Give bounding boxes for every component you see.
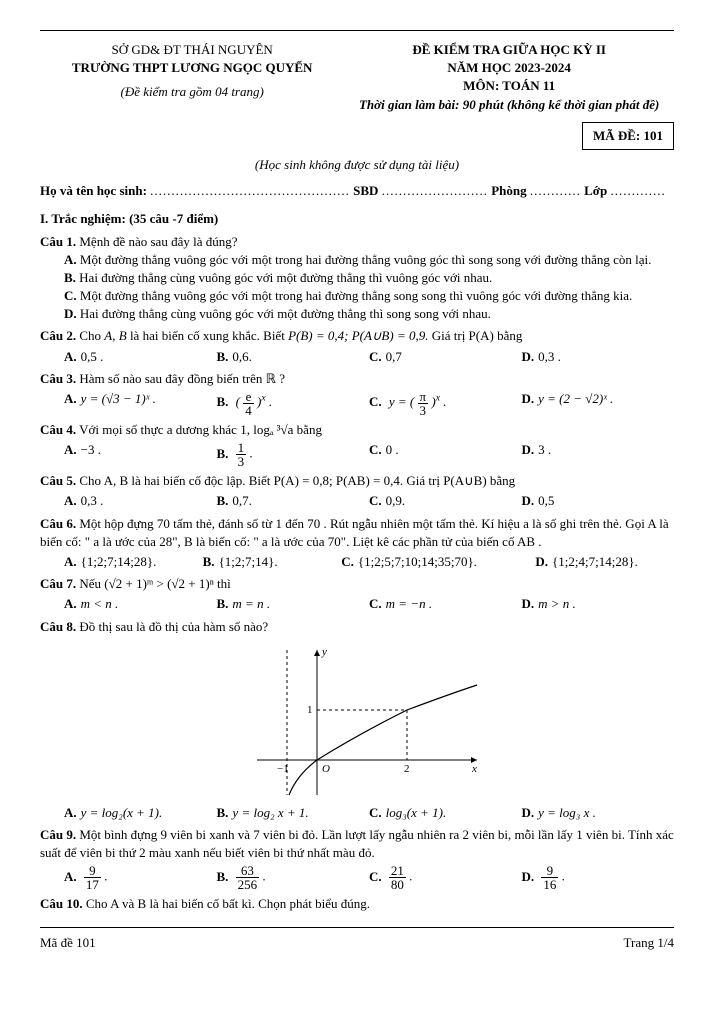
sbd-label: SBD — [353, 183, 378, 198]
q3-text: Hàm số nào sau đây đồng biến trên ℝ ? — [79, 371, 285, 386]
q4-label: Câu 4. — [40, 422, 76, 437]
q6-label: Câu 6. — [40, 516, 76, 531]
q1-optB: B. Hai đường thẳng cùng vuông góc với mộ… — [64, 269, 674, 287]
q1-optD: D. Hai đường thẳng cùng vuông góc với mộ… — [64, 305, 674, 323]
header-block: SỞ GD& ĐT THÁI NGUYÊN TRƯỜNG THPT LƯƠNG … — [40, 41, 674, 114]
dept-line: SỞ GD& ĐT THÁI NGUYÊN — [40, 41, 344, 59]
question-10: Câu 10. Cho A và B là hai biến cố bất kì… — [40, 895, 674, 913]
header-right: ĐỀ KIỂM TRA GIỮA HỌC KỲ II NĂM HỌC 2023-… — [344, 41, 674, 114]
footer-page: Trang 1/4 — [624, 934, 674, 952]
q1-optA: A. Một đường thẳng vuông góc với một tro… — [64, 251, 674, 269]
exam-code-box: MÃ ĐỀ: 101 — [582, 122, 674, 150]
question-6: Câu 6. Một hộp đựng 70 tấm thẻ, đánh số … — [40, 515, 674, 551]
q2-label: Câu 2. — [40, 328, 76, 343]
footer: Mã đề 101 Trang 1/4 — [40, 934, 674, 952]
q8-graph: y x O −1 2 1 — [227, 640, 487, 800]
question-4: Câu 4. Với mọi số thực a dương khác 1, l… — [40, 421, 674, 439]
room-label: Phòng — [491, 183, 526, 198]
pages-note: (Đề kiểm tra gồm 04 trang) — [40, 83, 344, 101]
question-5: Câu 5. Cho A, B là hai biến cố độc lập. … — [40, 472, 674, 490]
q8-label: Câu 8. — [40, 619, 76, 634]
svg-text:1: 1 — [307, 704, 313, 716]
sbd-dots: ......................... — [382, 183, 488, 198]
q7-label: Câu 7. — [40, 576, 76, 591]
student-info-line: Họ và tên học sinh: ....................… — [40, 182, 674, 200]
question-8: Câu 8. Đồ thị sau là đồ thị của hàm số n… — [40, 618, 674, 636]
q10-label: Câu 10. — [40, 896, 83, 911]
question-3: Câu 3. Hàm số nào sau đây đồng biến trên… — [40, 370, 674, 388]
question-9: Câu 9. Một bình đựng 9 viên bi xanh và 7… — [40, 826, 674, 862]
q3-label: Câu 3. — [40, 371, 76, 386]
q5-options: A.0,3 . B.0,7. C.0,9. D.0,5 — [64, 492, 674, 510]
q2-options: A.0,5 . B.0,6. C.0,7 D.0,3 . — [64, 348, 674, 366]
q1-optC: C. Một đường thẳng vuông góc với một tro… — [64, 287, 674, 305]
duration: Thời gian làm bài: 90 phút (không kể thờ… — [344, 96, 674, 114]
school-year: NĂM HỌC 2023-2024 — [344, 59, 674, 77]
svg-text:O: O — [322, 763, 330, 775]
q9-text: Một bình đựng 9 viên bi xanh và 7 viên b… — [40, 827, 674, 860]
q8-text: Đồ thị sau là đồ thị của hàm số nào? — [79, 619, 268, 634]
q7-options: A.m < n . B.m = n . C.m = −n . D.m > n . — [64, 595, 674, 613]
subject: MÔN: TOÁN 11 — [344, 77, 674, 95]
q10-text: Cho A và B là hai biến cố bất kì. Chọn p… — [86, 896, 370, 911]
school-name: TRƯỜNG THPT LƯƠNG NGỌC QUYẾN — [40, 59, 344, 77]
name-label: Họ và tên học sinh: — [40, 183, 147, 198]
footer-code: Mã đề 101 — [40, 934, 96, 952]
question-7: Câu 7. Nếu (√2 + 1)ᵐ > (√2 + 1)ⁿ thì — [40, 575, 674, 593]
q9-label: Câu 9. — [40, 827, 76, 842]
header-left: SỞ GD& ĐT THÁI NGUYÊN TRƯỜNG THPT LƯƠNG … — [40, 41, 344, 114]
q4-text: Với mọi số thực a dương khác 1, logₐ ³√a… — [79, 422, 322, 437]
svg-text:2: 2 — [404, 763, 410, 775]
exam-title: ĐỀ KIỂM TRA GIỮA HỌC KỲ II — [344, 41, 674, 59]
section-1-title: I. Trắc nghiệm: (35 câu -7 điểm) — [40, 210, 674, 228]
room-dots: ............ — [530, 183, 581, 198]
q4-options: A.−3 . B. 13 . C.0 . D.3 . — [64, 441, 674, 468]
q1-label: Câu 1. — [40, 234, 76, 249]
q9-options: A. 917 . B. 63256 . C. 2180 . D. 916 . — [64, 864, 674, 891]
question-2: Câu 2. Cho A, B là hai biến cố xung khắc… — [40, 327, 674, 345]
name-dots: ........................................… — [150, 183, 350, 198]
q5-label: Câu 5. — [40, 473, 76, 488]
q1-text: Mệnh đề nào sau đây là đúng? — [79, 234, 237, 249]
bottom-rule — [40, 927, 674, 928]
q5-text: Cho A, B là hai biến cố độc lập. Biết P(… — [79, 473, 515, 488]
class-dots: ............. — [610, 183, 665, 198]
q6-options: A.{1;2;7;14;28}. B.{1;2;7;14}. C.{1;2;5;… — [64, 553, 674, 571]
svg-text:x: x — [471, 763, 477, 775]
q6-text: Một hộp đựng 70 tấm thẻ, đánh số từ 1 đế… — [40, 516, 669, 549]
q8-options: A.y = log₂(x + 1). B.y = log₂ x + 1. C.l… — [64, 804, 674, 822]
question-1: Câu 1. Mệnh đề nào sau đây là đúng? — [40, 233, 674, 251]
q7-text: Nếu (√2 + 1)ᵐ > (√2 + 1)ⁿ thì — [79, 576, 230, 591]
no-materials-note: (Học sinh không được sử dụng tài liệu) — [40, 156, 674, 174]
svg-text:y: y — [321, 646, 327, 658]
class-label: Lớp — [584, 183, 607, 198]
top-rule — [40, 30, 674, 31]
q3-options: A.y = (√3 − 1)ˣ . B. ( e4 )x . C. y = ( … — [64, 390, 674, 417]
svg-text:−1: −1 — [277, 763, 289, 775]
